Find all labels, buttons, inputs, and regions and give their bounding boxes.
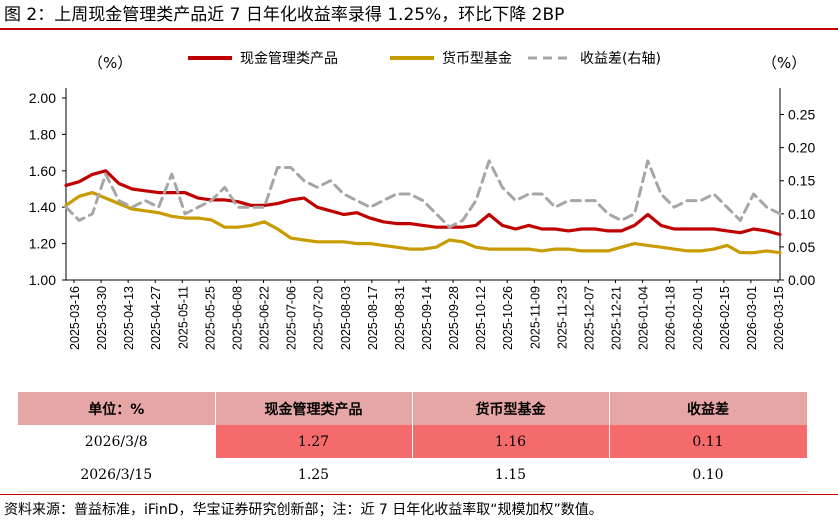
x-tick-label: 2025-09-28 [447,286,461,350]
right-y-tick-label: 0.05 [788,239,815,255]
yield-table: 单位：% 现金管理类产品 货币型基金 收益差 2026/3/8 1.27 1.1… [18,392,808,492]
x-tick-label: 2025-09-14 [420,286,434,350]
chart-axes: 1.00 1.20 1.40 1.60 1.80 2.00 0.00 0.05 0.10 0.15… [29,54,816,350]
figure-title: 图 2：上周现金管理类产品近 7 日年化收益率录得 1.25%，环比下降 2BP [4,5,565,25]
x-tick-label: 2025-10-26 [501,286,515,350]
x-tick-label: 2025-08-17 [366,286,380,350]
table-cell: 1.25 [215,458,413,492]
x-tick-label: 2025-05-11 [176,286,190,349]
x-tick-label: 2026-01-18 [664,286,678,350]
x-tick-label: 2025-03-30 [95,286,109,350]
x-tick-label: 2025-06-08 [230,286,244,350]
x-tick-label: 2026-02-15 [718,286,732,350]
x-tick-label: 2025-03-16 [68,286,82,350]
chart-legend: 现金管理类产品 货币型基金 收益差(右轴) [188,50,661,67]
x-tick-label: 2025-07-06 [285,286,299,350]
x-tick-label: 2025-11-09 [528,286,542,349]
left-y-tick-label: 1.80 [29,126,56,142]
left-y-tick-label: 1.40 [29,199,56,215]
series-line [64,191,782,255]
series-line [64,159,782,229]
source-note: 资料来源：普益标准，iFinD，华宝证券研究创新部；注：近 7 日年化收益率取“… [4,502,603,518]
x-tick-label: 2026-03-01 [745,286,759,350]
x-tick-label: 2025-05-25 [203,286,217,350]
x-tick-label: 2025-04-13 [122,286,136,350]
right-y-tick-label: 0.10 [788,206,815,222]
left-y-tick-label: 1.00 [29,272,56,288]
left-y-tick-label: 1.20 [29,236,56,252]
x-tick-label: 2025-06-22 [258,286,272,350]
x-tick-label: 2025-10-12 [474,286,488,350]
legend-label: 现金管理类产品 [240,51,338,67]
table-cell: 1.15 [412,458,610,492]
x-tick-label: 2026-02-01 [691,286,705,350]
right-unit-label: （%） [762,54,806,72]
x-tick-label: 2025-11-23 [555,286,569,349]
left-y-tick-label: 2.00 [29,90,56,106]
table-header-cell: 现金管理类产品 [215,392,413,425]
x-tick-label: 2025-07-20 [312,286,326,350]
right-y-tick-label: 0.25 [788,107,815,123]
table-cell: 0.11 [609,425,808,458]
table-cell: 0.10 [609,458,808,492]
table-cell-date: 2026/3/8 [18,425,216,458]
x-tick-label: 2025-04-27 [149,286,163,350]
series-line [64,169,782,237]
table-row: 2026/3/8 1.27 1.16 0.11 [18,425,808,458]
x-tick-label: 2025-12-21 [610,286,624,350]
table-cell: 1.27 [215,425,413,458]
right-y-tick-label: 0.00 [788,272,815,288]
table-row: 2026/3/15 1.25 1.15 0.10 [18,458,808,492]
left-unit-label: （%） [88,54,132,72]
table-cell: 1.16 [412,425,610,458]
right-y-tick-label: 0.20 [788,140,815,156]
legend-label: 收益差(右轴) [580,51,661,67]
table-header-cell: 单位：% [18,392,216,425]
right-y-tick-label: 0.15 [788,173,815,189]
line-chart: 1.00 1.20 1.40 1.60 1.80 2.00 0.00 0.05 0.10 0.15… [29,50,816,350]
x-tick-label: 2025-08-03 [339,286,353,350]
left-y-tick-label: 1.60 [29,163,56,179]
chart-series [64,159,782,255]
title-divider [0,28,838,30]
x-tick-label: 2025-08-31 [393,286,407,350]
legend-label: 货币型基金 [442,50,512,67]
x-tick-label: 2026-03-15 [772,286,786,350]
table-header-cell: 货币型基金 [412,392,610,425]
x-tick-label: 2025-12-07 [582,286,596,350]
x-tick-label: 2026-01-04 [637,286,651,350]
table-cell-date: 2026/3/15 [18,458,216,492]
footer-divider [0,494,838,495]
table-header-cell: 收益差 [609,392,808,425]
table-header-row: 单位：% 现金管理类产品 货币型基金 收益差 [18,392,808,425]
